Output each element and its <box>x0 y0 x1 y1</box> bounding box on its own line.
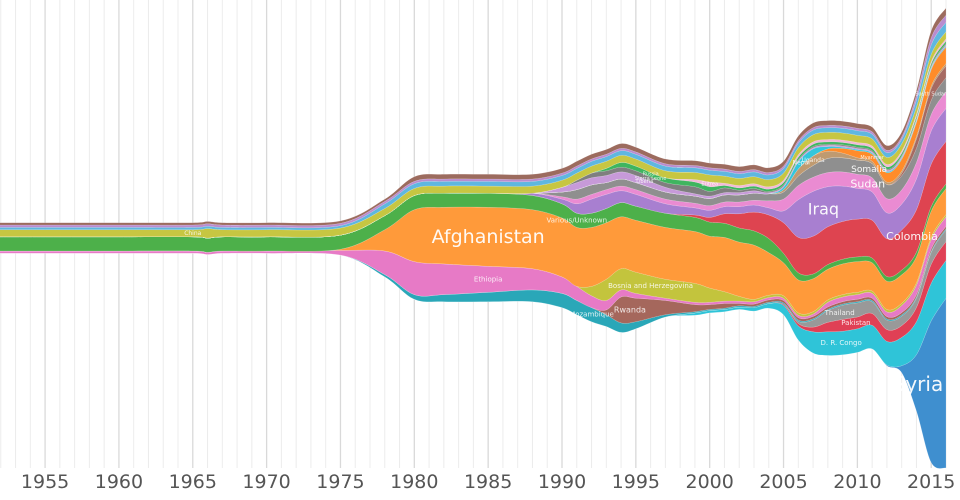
x-tick-label: 2010 <box>833 471 881 493</box>
stream-label-russia: Russia <box>643 171 659 177</box>
stream-iraq <box>0 107 947 240</box>
stream-label-myanmar: Myanmar <box>860 155 884 161</box>
x-tick-label: 1995 <box>612 471 660 493</box>
stream-bosnia-and-herzegovina <box>0 213 947 317</box>
stream-unlabeled-25 <box>0 7 947 226</box>
x-tick-label: 1990 <box>538 471 586 493</box>
stream-label-afghanistan: Afghanistan <box>432 226 545 248</box>
stream-label-sierra-leone: Sierra Leone <box>635 176 666 182</box>
stream-rwanda <box>0 225 947 324</box>
stream-thailand <box>0 229 947 333</box>
stream-pakistan <box>0 240 947 343</box>
stream-label-pakistan: Pakistan <box>841 319 870 327</box>
x-tick-label: 1980 <box>390 471 438 493</box>
stream-layers <box>0 7 947 469</box>
stream-colombia <box>0 140 947 278</box>
stream-label-uganda: Uganda <box>801 157 824 164</box>
stream-label-south-sudan: South Sudan <box>915 91 947 97</box>
x-tick-label: 1960 <box>95 471 143 493</box>
stream-ethiopia <box>0 216 947 320</box>
stream-sudan <box>0 91 947 239</box>
stream-label-ethiopia: Ethiopia <box>474 275 503 283</box>
stream-label-liberia: Liberia <box>636 179 653 185</box>
x-tick-label: 2005 <box>759 471 807 493</box>
x-tick-label: 1955 <box>21 471 69 493</box>
stream-label-syria: Syria <box>893 372 944 396</box>
stream-label-sudan: Sudan <box>850 177 885 190</box>
x-tick-label: 2000 <box>686 471 734 493</box>
stream-label-bosnia-and-herzegovina: Bosnia and Herzegovina <box>608 282 693 290</box>
stream-label-thailand: Thailand <box>824 309 855 317</box>
stream-mozambique <box>0 227 947 333</box>
stream-label-various-unknown: Various/Unknown <box>546 216 607 224</box>
stream-label-somalia: Somalia <box>851 165 887 175</box>
stream-label-d-r-congo: D. R. Congo <box>821 339 862 347</box>
stream-label-rwanda: Rwanda <box>614 305 646 314</box>
stream-label-mozambique: Mozambique <box>569 311 614 319</box>
x-tick-label: 1970 <box>242 471 290 493</box>
stream-label-colombia: Colombia <box>886 230 938 243</box>
x-tick-label: 1975 <box>316 471 364 493</box>
x-tick-label: 1965 <box>169 471 217 493</box>
stream-label-nepal: Nepal <box>793 159 811 166</box>
stream-various-unknown <box>0 183 947 282</box>
stream-label-eritrea: Eritrea <box>701 181 718 187</box>
x-tick-label: 2015 <box>907 471 955 493</box>
stream-afghanistan <box>0 187 947 315</box>
stream-label-iraq: Iraq <box>808 199 839 218</box>
stream-label-china: China <box>184 230 201 237</box>
stream-d-r-congo <box>0 252 947 368</box>
x-axis: 1955 1960 1965 1970 1975 1980 1985 1990 1995 2000… <box>21 471 956 493</box>
stream-syria <box>0 252 947 469</box>
x-tick-label: 1985 <box>464 471 512 493</box>
